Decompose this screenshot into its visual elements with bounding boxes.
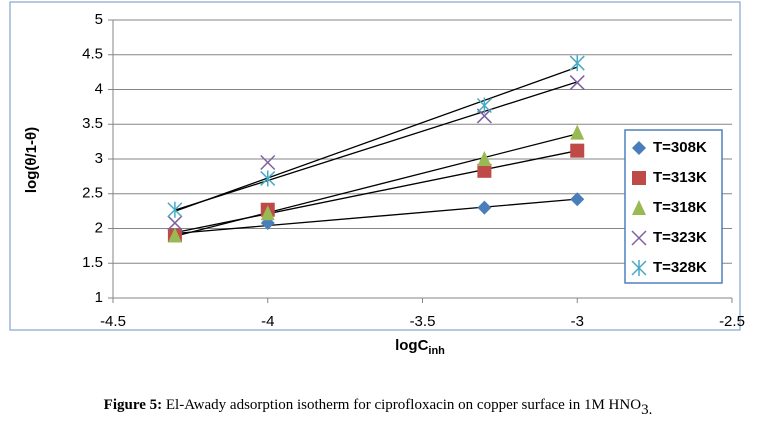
marker — [570, 143, 585, 158]
chart-border — [9, 1, 741, 331]
x-tick-label: -3.5 — [410, 313, 436, 330]
legend-label: T=308K — [653, 139, 707, 156]
legend-marker — [632, 171, 646, 185]
caption-text: El-Awady adsorption isotherm for ciprofl… — [162, 397, 641, 413]
x-axis-label-main: logC — [395, 337, 428, 354]
x-tick-label: -4 — [261, 313, 274, 330]
marker — [570, 124, 585, 140]
y-tick-label: 5 — [95, 11, 103, 28]
y-tick-label: 4 — [95, 80, 103, 97]
trendline — [174, 198, 578, 235]
legend-marker — [632, 141, 646, 155]
marker — [260, 154, 276, 171]
legend-marker — [632, 200, 646, 215]
caption-label: Figure 5: — [104, 397, 162, 413]
x-tick-label: -4.5 — [100, 313, 126, 330]
marker — [477, 200, 492, 215]
marker — [477, 163, 492, 178]
marker — [167, 227, 182, 243]
marker — [260, 205, 275, 221]
marker — [570, 192, 585, 207]
y-tick-label: 3.5 — [82, 115, 103, 132]
marker — [260, 170, 276, 187]
marker — [569, 75, 585, 91]
y-tick-label: 2 — [95, 219, 103, 236]
y-tick-label: 4.5 — [82, 46, 103, 63]
marker — [476, 108, 492, 124]
caption: Figure 5: El-Awady adsorption isotherm f… — [104, 397, 653, 418]
marker — [569, 55, 585, 72]
marker — [167, 201, 183, 218]
legend-label: T=313K — [653, 169, 707, 186]
marker — [477, 151, 492, 166]
legend-label: T=328K — [653, 259, 707, 276]
x-axis-label-sub: inh — [428, 345, 445, 357]
x-tick-label: -3 — [571, 313, 584, 330]
y-tick-label: 3 — [95, 150, 103, 167]
trendline — [174, 81, 578, 211]
legend-label: T=323K — [653, 229, 707, 246]
trendline — [174, 66, 578, 212]
trendline — [174, 133, 578, 237]
y-tick-label: 1.5 — [82, 254, 103, 271]
marker — [167, 215, 183, 231]
legend-label: T=318K — [653, 199, 707, 216]
x-tick-label: -2.5 — [719, 313, 745, 330]
y-tick-label: 2.5 — [82, 185, 103, 202]
x-axis-label: logCinh — [395, 337, 445, 357]
caption-sub: 3. — [641, 402, 652, 418]
y-tick-label: 1 — [95, 289, 103, 306]
marker — [476, 97, 492, 114]
y-axis-label: log(θ/1-θ) — [23, 127, 40, 193]
legend-marker — [631, 260, 647, 276]
legend-marker — [631, 230, 647, 246]
